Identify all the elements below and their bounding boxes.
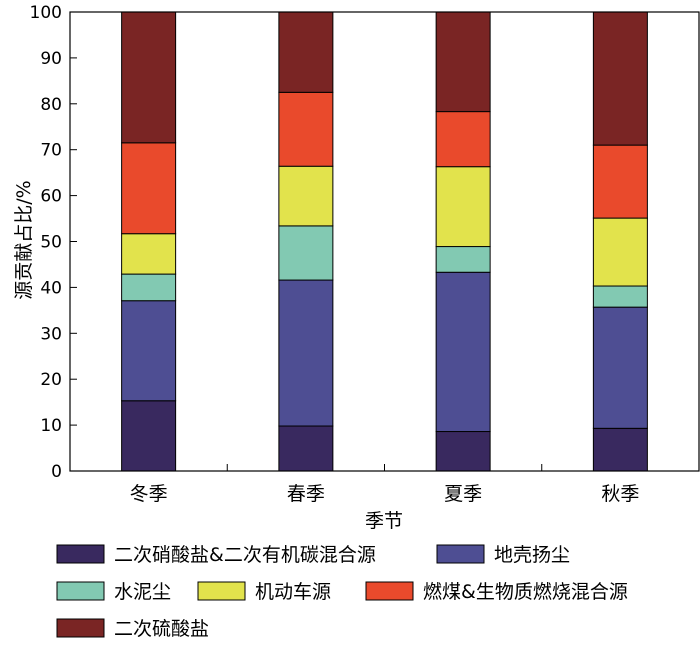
legend-swatch-5 <box>365 581 414 601</box>
bar-segment-1-3 <box>121 273 177 302</box>
legend-swatch-3 <box>56 581 105 601</box>
bar-segment-2-5 <box>278 91 334 167</box>
bar-segment-1-5 <box>121 142 177 235</box>
legend-label-6: 二次硫酸盐 <box>114 618 209 640</box>
y-tick-label-80: 80 <box>40 95 62 115</box>
bar-segment-2-3 <box>278 225 334 281</box>
x-tick-label-1: 冬季 <box>130 483 168 505</box>
legend-label-1: 二次硝酸盐&二次有机碳混合源 <box>114 544 376 566</box>
bar-segment-3-5 <box>435 111 491 168</box>
y-tick-label-40: 40 <box>40 278 62 298</box>
legend-swatch-2 <box>436 544 485 564</box>
bar-segment-4-3 <box>592 285 648 308</box>
bar-segment-1-6 <box>121 11 177 144</box>
y-tick-label-20: 20 <box>40 370 62 390</box>
bar-segment-4-2 <box>592 306 648 429</box>
bar-segment-4-1 <box>592 427 648 472</box>
y-tick-label-100: 100 <box>30 3 62 23</box>
y-tick-label-10: 10 <box>40 416 62 436</box>
bar-segment-4-6 <box>592 11 648 146</box>
legend-swatch-1 <box>56 544 105 564</box>
bar-segment-2-2 <box>278 279 334 427</box>
y-tick-label-70: 70 <box>40 141 62 161</box>
bar-segment-2-6 <box>278 11 334 93</box>
bar-segment-2-1 <box>278 425 334 472</box>
bar-segment-3-3 <box>435 246 491 273</box>
x-tick-label-3: 夏季 <box>444 483 482 505</box>
legend-label-5: 燃煤&生物质燃烧混合源 <box>423 581 628 603</box>
legend-label-2: 地壳扬尘 <box>494 544 570 566</box>
bar-segment-2-4 <box>278 165 334 227</box>
x-axis-title: 季节 <box>365 510 403 532</box>
x-tick-label-4: 秋季 <box>601 483 639 505</box>
y-tick-label-50: 50 <box>40 233 62 253</box>
y-tick-label-30: 30 <box>40 324 62 344</box>
bar-segment-1-4 <box>121 233 177 275</box>
y-axis-title: 源贡献占比/% <box>13 180 35 299</box>
bar-segment-3-6 <box>435 11 491 113</box>
legend-label-4: 机动车源 <box>255 581 331 603</box>
bar-segment-1-1 <box>121 400 177 472</box>
bar-segment-3-2 <box>435 271 491 433</box>
bar-segment-3-1 <box>435 431 491 472</box>
y-tick-label-0: 0 <box>51 462 62 482</box>
bar-segment-3-4 <box>435 166 491 248</box>
legend-swatch-4 <box>197 581 246 601</box>
legend-label-3: 水泥尘 <box>114 581 171 603</box>
legend-swatch-6 <box>56 618 105 638</box>
bar-segment-4-4 <box>592 217 648 287</box>
bar-segment-1-2 <box>121 300 177 402</box>
x-tick-label-2: 春季 <box>287 483 325 505</box>
y-tick-label-60: 60 <box>40 187 62 207</box>
bar-segment-4-5 <box>592 144 648 219</box>
y-tick-label-90: 90 <box>40 49 62 69</box>
